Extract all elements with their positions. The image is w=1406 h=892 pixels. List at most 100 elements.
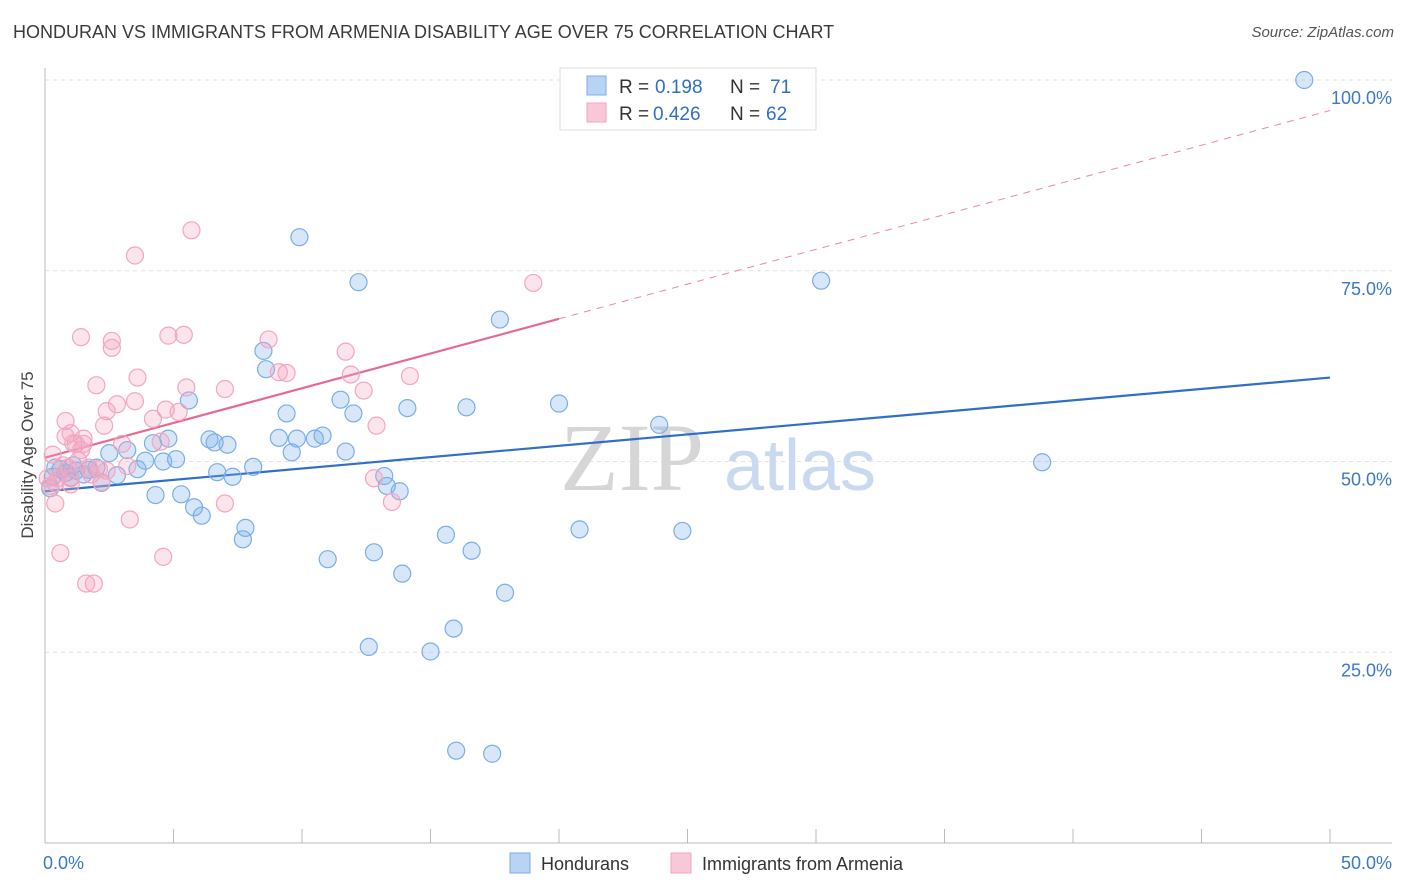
point-armenia [56,427,75,446]
point-armenia [354,381,373,400]
point-armenia [120,510,139,529]
point-armenia [69,451,88,470]
point-armenia [97,402,116,421]
point-hondurans [436,525,456,544]
point-hondurans [172,485,191,504]
y-tick-label: 75.0% [1341,279,1392,299]
point-hondurans [233,530,252,549]
point-hondurans [359,637,378,657]
chart-title: HONDURAN VS IMMIGRANTS FROM ARMENIA DISA… [13,22,835,42]
point-hondurans [223,467,242,486]
point-hondurans [490,310,509,329]
point-armenia [74,429,93,448]
source-credit: Source: ZipAtlas.com [1251,24,1394,41]
point-armenia [177,378,196,397]
trend-extension-armenia [558,110,1331,320]
point-hondurans [483,744,502,763]
point-hondurans [331,390,350,409]
point-hondurans [236,518,255,537]
point-hondurans [398,398,417,418]
legend-label-hondurans: Hondurans [541,854,629,874]
trend-lines [44,110,1331,493]
point-hondurans [146,485,165,505]
point-armenia [97,461,116,480]
point-hondurans [269,428,288,447]
legend-label-armenia: Immigrants from Armenia [702,854,904,874]
point-armenia [215,494,234,513]
trend-line-armenia [44,317,560,459]
point-hondurans [444,619,463,638]
point-hondurans [549,394,569,413]
tick-labels: 25.0% 50.0% 75.0% 100.0% 0.0% 50.0% [43,88,1392,873]
point-hondurans [192,506,211,525]
point-armenia [41,476,60,496]
point-armenia [159,326,178,345]
point-armenia [277,363,296,383]
point-hondurans [166,450,186,469]
point-armenia [118,456,137,476]
point-hondurans [336,442,355,461]
stats-r-label-1: R = [619,77,649,98]
point-hondurans [100,444,119,463]
y-tick-label: 100.0% [1331,88,1392,108]
point-armenia [128,368,147,387]
legend-swatch-armenia [670,852,692,874]
point-hondurans [349,273,368,292]
point-armenia [77,574,96,593]
point-hondurans [244,457,263,476]
point-hondurans [812,271,831,290]
point-armenia [102,331,121,351]
point-armenia [336,342,355,361]
point-armenia [46,494,65,513]
point-armenia [107,395,127,414]
point-hondurans [364,543,384,562]
stats-n-value-1: 71 [770,77,791,98]
point-armenia [92,473,111,492]
stats-box: R = 0.198 N = 71 R = 0.426 N = 62 [559,67,817,131]
stats-r-value-1: 0.198 [655,77,703,98]
point-hondurans [287,429,306,448]
data-points [38,70,1314,763]
stats-swatch-hondurans [586,75,607,96]
point-hondurans [107,466,127,485]
stats-swatch-armenia [586,102,607,123]
point-hondurans [447,741,466,760]
point-hondurans [1033,453,1052,472]
y-tick-label: 25.0% [1341,660,1392,680]
point-armenia [341,365,360,384]
point-hondurans [218,435,237,454]
point-hondurans [318,550,337,569]
stats-n-label-2: N = [730,104,760,125]
point-hondurans [277,404,296,423]
point-armenia [524,273,543,293]
point-armenia [364,469,384,488]
point-armenia [259,330,278,349]
point-hondurans [421,642,440,661]
point-armenia [169,402,188,422]
point-armenia [174,325,193,344]
point-armenia [84,574,103,593]
stats-n-label-1: N = [730,77,760,98]
point-armenia [143,409,163,428]
point-armenia [400,366,420,386]
point-armenia [61,475,80,494]
point-armenia [95,416,114,435]
point-hondurans [290,228,309,247]
point-hondurans [462,541,481,560]
point-hondurans [1295,70,1314,90]
point-hondurans [344,404,363,423]
point-armenia [151,432,170,451]
point-hondurans [136,451,155,470]
point-hondurans [650,415,669,434]
point-armenia [367,416,386,435]
x-tick-label: 50.0% [1341,853,1392,873]
point-hondurans [495,583,515,602]
point-hondurans [457,398,476,417]
stats-r-label-2: R = [619,104,649,125]
y-tick-label: 50.0% [1341,470,1392,490]
x-tick-label: 0.0% [43,853,84,873]
point-hondurans [673,521,692,541]
point-hondurans [208,463,227,482]
stats-r-value-2: 0.426 [653,104,701,125]
